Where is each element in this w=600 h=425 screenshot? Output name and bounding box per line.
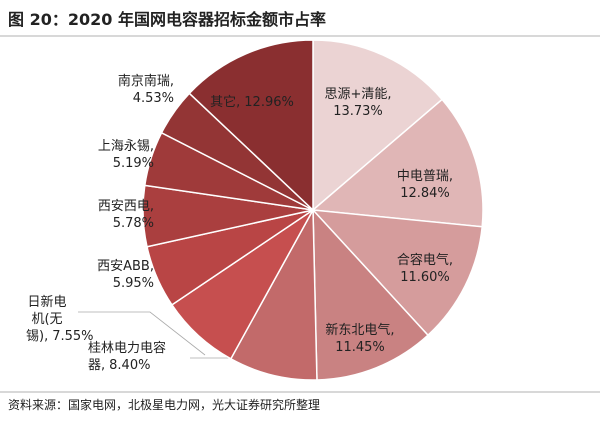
slice-label: 上海永锡, 5.19% <box>62 138 154 172</box>
category-label: 西安ABB, <box>97 259 154 274</box>
value-label: 12.84% <box>400 186 450 201</box>
value-label: 5.95% <box>112 276 154 291</box>
slice-label: 西安西电, 5.78% <box>62 198 154 232</box>
value-label: 13.73% <box>333 104 383 119</box>
value-label: 11.60% <box>400 270 450 285</box>
pie-slice <box>312 208 430 381</box>
slice-label: 中电普瑞, 12.84% <box>385 168 465 202</box>
value-label: 4.53% <box>132 91 174 106</box>
category-label: 西安西电, <box>97 199 154 214</box>
category-label: 合容电气, <box>396 253 454 268</box>
value-label: 8.40% <box>109 358 151 373</box>
category-label: 南京南瑞, <box>117 74 174 89</box>
category-label: 日新电机(无锡), <box>26 295 67 344</box>
leader-line <box>78 311 206 356</box>
pie-slice <box>229 207 318 381</box>
pie-slice <box>188 39 314 212</box>
category-label: 思源+清能, <box>324 87 392 102</box>
slice-label: 南京南瑞, 4.53% <box>90 73 174 107</box>
pie-slice <box>311 98 484 228</box>
pie-slice <box>312 39 444 212</box>
value-label: 11.45% <box>335 340 385 355</box>
value-label: 12.96% <box>244 95 294 110</box>
pie-slice <box>311 209 483 337</box>
chart-title: 图 20：2020 年国网电容器招标金额市占率 <box>8 10 326 29</box>
value-label: 5.19% <box>112 156 154 171</box>
slice-label: 日新电机(无锡), 7.55% <box>26 294 94 345</box>
slice-label: 思源+清能, 13.73% <box>318 86 398 120</box>
category-label: 新东北电气, <box>325 323 395 338</box>
slice-label: 西安ABB, 5.95% <box>72 258 154 292</box>
category-label: 其它, <box>210 95 241 110</box>
category-label: 上海永锡, <box>97 139 154 154</box>
value-label: 5.78% <box>112 216 154 231</box>
slice-label: 桂林电力电容器, 8.40% <box>88 340 188 374</box>
category-label: 桂林电力电容器, <box>88 341 167 373</box>
slice-label: 合容电气, 11.60% <box>385 252 465 286</box>
slice-label: 其它, 12.96% <box>192 94 312 111</box>
slice-label: 新东北电气, 11.45% <box>312 322 408 356</box>
value-label: 7.55% <box>52 329 94 344</box>
category-label: 中电普瑞, <box>396 169 454 184</box>
source-note: 资料来源：国家电网，北极星电力网，光大证券研究所整理 <box>8 398 321 412</box>
